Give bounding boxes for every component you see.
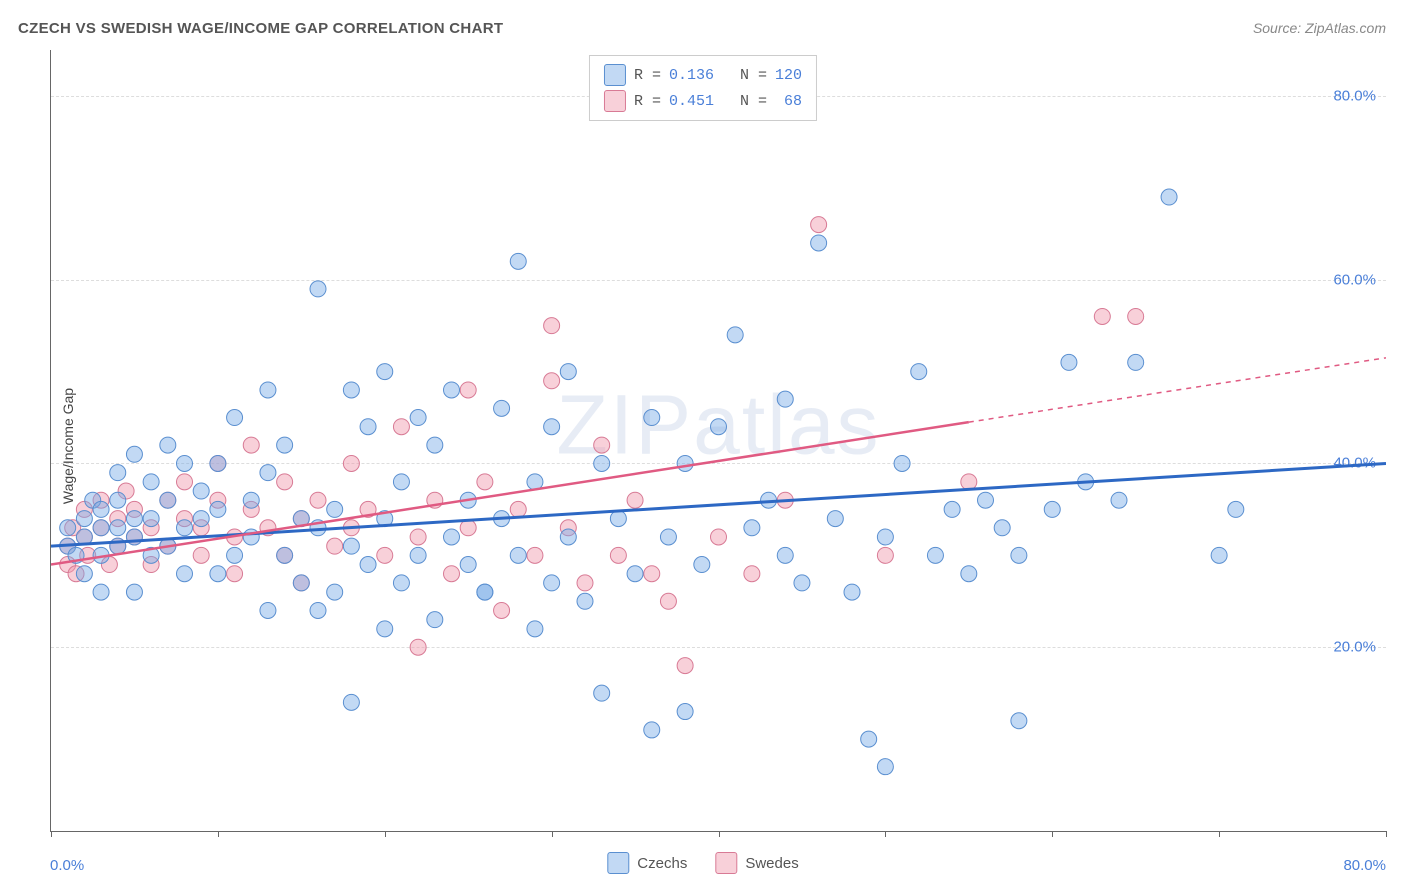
- n-label: N =: [722, 67, 767, 84]
- swede-legend-label: Swedes: [745, 855, 798, 872]
- chart-container: CZECH VS SWEDISH WAGE/INCOME GAP CORRELA…: [0, 0, 1406, 892]
- x-axis-max-label: 80.0%: [1343, 857, 1386, 874]
- stats-row-czech: R = 0.136 N = 120: [604, 62, 802, 88]
- swede-swatch-icon: [715, 852, 737, 874]
- legend-item-czech: Czechs: [607, 852, 687, 874]
- czech-legend-label: Czechs: [637, 855, 687, 872]
- swede-r-value: 0.451: [669, 93, 714, 110]
- x-axis-min-label: 0.0%: [50, 857, 84, 874]
- source-label: Source: ZipAtlas.com: [1253, 20, 1386, 36]
- r-label: R =: [634, 67, 661, 84]
- swede-swatch-icon: [604, 90, 626, 112]
- series-legend: Czechs Swedes: [607, 852, 798, 874]
- r-label: R =: [634, 93, 661, 110]
- czech-n-value: 120: [775, 67, 802, 84]
- plot-svg: [51, 50, 1386, 831]
- plot-area: ZIPatlas 20.0%40.0%60.0%80.0%: [50, 50, 1386, 832]
- stats-row-swede: R = 0.451 N = 68: [604, 88, 802, 114]
- czech-swatch-icon: [607, 852, 629, 874]
- legend-item-swede: Swedes: [715, 852, 798, 874]
- czech-swatch-icon: [604, 64, 626, 86]
- stats-legend: R = 0.136 N = 120 R = 0.451 N = 68: [589, 55, 817, 121]
- n-label: N =: [722, 93, 776, 110]
- chart-title: CZECH VS SWEDISH WAGE/INCOME GAP CORRELA…: [18, 20, 503, 37]
- swede-n-value: 68: [784, 93, 802, 110]
- czech-r-value: 0.136: [669, 67, 714, 84]
